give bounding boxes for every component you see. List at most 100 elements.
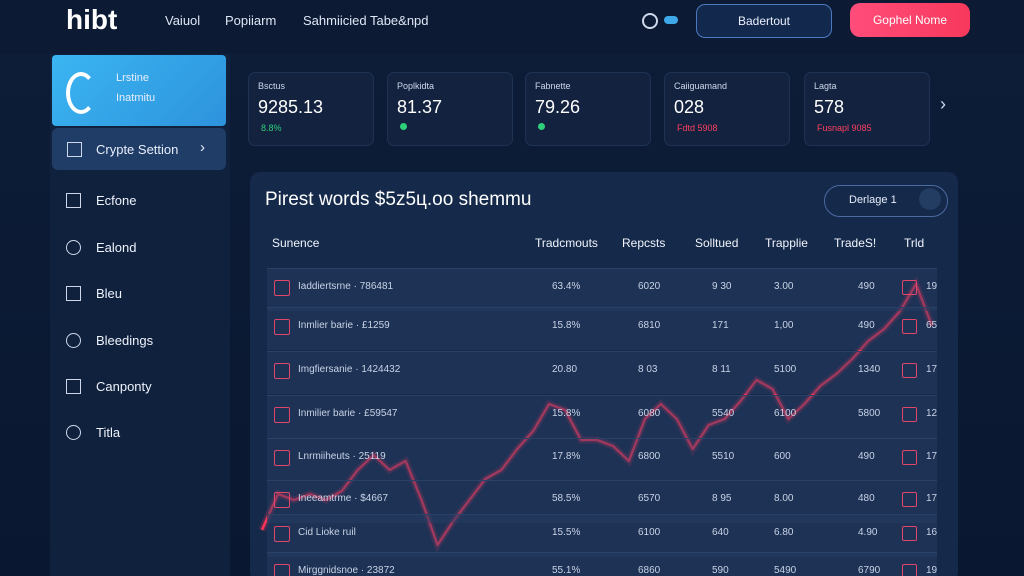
stat-value: 81.37: [397, 97, 443, 117]
sidebar-item[interactable]: Titla: [96, 425, 121, 440]
table-cell: 171: [712, 320, 729, 331]
active-subtitle: Inatmitu: [116, 92, 156, 104]
table-cell: 1340: [858, 364, 881, 375]
table-row[interactable]: [267, 438, 937, 481]
stat-change: Fdtd 5908: [677, 123, 718, 133]
dropdown[interactable]: Derlage 1: [824, 185, 948, 217]
icon: [66, 333, 81, 348]
sidebar-item[interactable]: Bleedings: [96, 333, 154, 348]
table-cell: 63.4%: [552, 281, 581, 292]
table-cell: 15.5%: [552, 527, 581, 538]
next-arrow[interactable]: ›: [940, 94, 946, 114]
table-cell: 6.80: [774, 527, 794, 538]
table-cell: 6860: [638, 565, 661, 576]
selected-label[interactable]: Crypte Settion: [96, 142, 179, 157]
table-cell: 640: [712, 527, 729, 538]
icon: [66, 193, 81, 208]
column-header: Tradcmouts: [535, 236, 598, 250]
icon: [66, 240, 81, 255]
column-header: TradeS!: [834, 236, 877, 250]
row-icon: [274, 280, 290, 296]
nav-link[interactable]: Sahmiicied Tabe&npd: [303, 13, 429, 28]
sidebar-item[interactable]: Ecfone: [96, 193, 137, 208]
table-cell: 8 11: [712, 364, 731, 375]
table-cell: 9 30: [712, 281, 732, 292]
stat-card[interactable]: Caiiguamand 028 Fdtd 5908: [664, 72, 790, 146]
table-cell: 19: [926, 565, 938, 576]
nav-link[interactable]: Popiiarm: [225, 13, 277, 28]
row-badge: [902, 526, 917, 541]
stat-value: 028: [674, 97, 705, 117]
stat-change: Fusnapl 9085: [817, 123, 872, 133]
table-cell: 65: [926, 320, 938, 331]
stat-card[interactable]: Lagta 578 Fusnapl 9085: [804, 72, 930, 146]
table-row[interactable]: [267, 480, 937, 523]
table-cell: 5510: [712, 451, 735, 462]
column-header: Trld: [904, 236, 925, 250]
icon: [66, 72, 96, 114]
table-cell: Imgfiersanie · 1424432: [298, 364, 401, 375]
table-cell: 8 95: [712, 493, 732, 504]
table-cell: 17.8%: [552, 451, 581, 462]
table-cell: 600: [774, 451, 791, 462]
table-cell: 17: [926, 451, 938, 462]
stat-card[interactable]: Poplkidta 81.37: [387, 72, 513, 146]
table-cell: 5540: [712, 408, 735, 419]
table-cell: Lnrmiiheuts · 25119: [298, 451, 386, 462]
row-icon: [274, 450, 290, 466]
icon: [67, 142, 82, 157]
table-cell: Inmlier barie · £1259: [298, 320, 390, 331]
table-cell: 3.00: [774, 281, 794, 292]
table-cell: 490: [858, 320, 875, 331]
table-cell: 490: [858, 451, 875, 462]
table-row[interactable]: [267, 268, 937, 311]
panel-title: Pirest words $5z5ц.oo shemmu: [265, 189, 532, 210]
table-cell: 16: [926, 527, 938, 538]
dropdown-label[interactable]: Derlage 1: [849, 194, 897, 206]
table-cell: 55.1%: [552, 565, 581, 576]
stat-card[interactable]: Bsctus 9285.13 8.8%: [248, 72, 374, 146]
table-cell: Mirggnidsnoe · 23872: [298, 565, 395, 576]
stat-change: 8.8%: [261, 123, 282, 133]
table-row[interactable]: [267, 395, 937, 438]
sidebar-item[interactable]: Ealond: [96, 240, 137, 255]
row-icon: [274, 363, 290, 379]
icon: [66, 286, 81, 301]
table-cell: 8.00: [774, 493, 794, 504]
table-row[interactable]: [267, 307, 937, 350]
column-header: Trapplie: [765, 236, 808, 250]
table-cell: 5100: [774, 364, 797, 375]
table-panel: [250, 172, 958, 576]
stat-label: Bsctus: [258, 81, 286, 91]
outline-button[interactable]: Badertout: [696, 4, 832, 38]
table-row[interactable]: [267, 514, 937, 557]
sidebar-item[interactable]: Bleu: [96, 286, 123, 301]
table-row[interactable]: [267, 351, 937, 394]
row-badge: [902, 492, 917, 507]
stat-dot: [400, 123, 407, 130]
stat-card[interactable]: Fabnette 79.26: [525, 72, 651, 146]
row-badge: [902, 363, 917, 378]
logo[interactable]: hibt: [66, 4, 118, 35]
primary-button[interactable]: Gophel Nome: [850, 3, 970, 37]
icon[interactable]: [664, 16, 678, 24]
table-cell: 6790: [858, 565, 881, 576]
table-cell: 6800: [638, 451, 661, 462]
table-cell: 6080: [638, 408, 661, 419]
table-cell: 5800: [858, 408, 881, 419]
icon: [66, 425, 81, 440]
trend-line: [260, 282, 934, 547]
icon[interactable]: [642, 13, 658, 29]
nav-link[interactable]: Vaiuol: [165, 13, 201, 28]
sidebar-item[interactable]: Canponty: [96, 379, 152, 394]
column-header: Sunence: [272, 236, 320, 250]
row-icon: [274, 564, 290, 576]
table-row[interactable]: [267, 552, 937, 576]
table-cell: Ineeamtrme · $4667: [298, 493, 389, 504]
stat-label: Lagta: [814, 81, 837, 91]
stat-dot: [538, 123, 545, 130]
table-cell: 6100: [638, 527, 661, 538]
stat-value: 9285.13: [258, 97, 324, 117]
table-cell: 6570: [638, 493, 661, 504]
